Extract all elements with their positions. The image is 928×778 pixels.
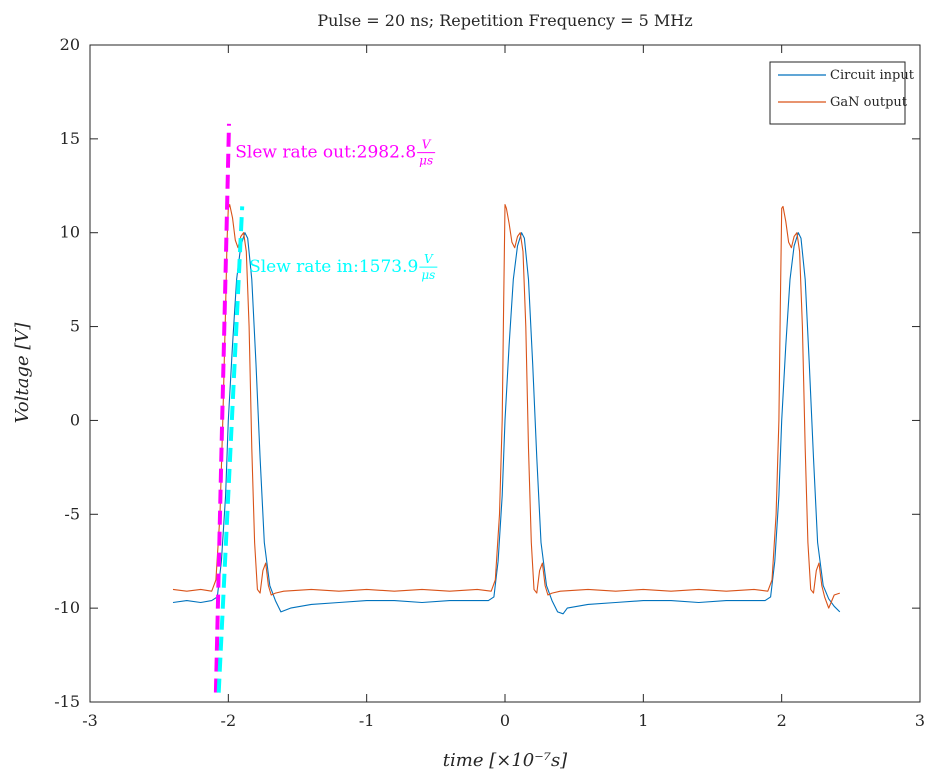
x-tick-label: -2	[221, 711, 237, 730]
plot-area	[89, 44, 921, 703]
series-line-gan-output	[172, 204, 840, 609]
series-line-circuit-input	[172, 232, 841, 615]
annotation-unit-denominator: μs	[421, 268, 435, 282]
legend-label: GaN output	[830, 95, 908, 110]
legend-label: Circuit input	[830, 68, 915, 83]
x-tick-label: 0	[500, 711, 510, 730]
y-tick-label: 5	[70, 317, 80, 336]
x-tick-label: -3	[82, 711, 98, 730]
annotation-unit-denominator: μs	[419, 154, 433, 168]
x-tick-label: -1	[359, 711, 375, 730]
y-tick-label: -5	[64, 504, 80, 523]
y-tick-label: -15	[54, 692, 80, 711]
chart-title: Pulse = 20 ns; Repetition Frequency = 5 …	[317, 11, 692, 30]
x-tick-label: 2	[777, 711, 787, 730]
x-axis-label: time [×10⁻⁷s]	[443, 750, 568, 771]
y-tick-label: 0	[70, 410, 80, 429]
slew-rate-annotation: Slew rate in:1573.9	[249, 257, 418, 277]
y-tick-label: 10	[60, 223, 80, 242]
y-axis-label: Voltage [V]	[12, 322, 33, 424]
slew-rate-line-2	[213, 123, 231, 693]
annotation-unit-numerator: V	[422, 138, 432, 152]
slew-rate-line-3	[216, 206, 245, 693]
legend: Circuit input GaN output	[769, 61, 915, 125]
annotation-unit-numerator: V	[424, 252, 434, 266]
legend-box	[769, 61, 906, 125]
x-tick-label: 3	[915, 711, 925, 730]
slew-rate-annotation: Slew rate out:2982.8	[235, 143, 416, 163]
y-tick-label: 15	[60, 129, 80, 148]
series-lines	[172, 123, 841, 693]
y-tick-label: 20	[60, 35, 80, 54]
x-tick-label: 1	[638, 711, 648, 730]
y-tick-label: -10	[54, 598, 80, 617]
